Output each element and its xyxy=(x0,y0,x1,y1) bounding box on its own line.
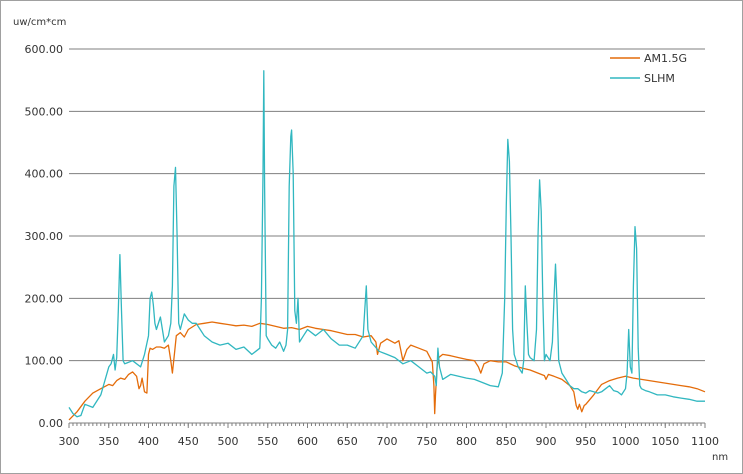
y-tick-label: 400.00 xyxy=(25,168,64,181)
x-tick-label: 600 xyxy=(297,435,318,448)
x-tick-label: 450 xyxy=(178,435,199,448)
x-tick-label: 750 xyxy=(416,435,437,448)
series-line-am15g xyxy=(68,321,706,421)
legend-label-am15g: AM1.5G xyxy=(644,52,687,65)
x-tick-label: 400 xyxy=(138,435,159,448)
x-tick-label: 800 xyxy=(456,435,477,448)
x-tick-label: 550 xyxy=(257,435,278,448)
x-tick-label: 900 xyxy=(536,435,557,448)
legend: AM1.5G SLHM xyxy=(610,52,687,85)
x-tick-label: 350 xyxy=(98,435,119,448)
x-tick-label: 1050 xyxy=(651,435,679,448)
y-tick-label: 500.00 xyxy=(25,105,64,118)
x-tick-label: 1100 xyxy=(691,435,719,448)
legend-label-slhm: SLHM xyxy=(644,72,675,85)
axis-layer xyxy=(68,422,706,428)
x-tick-label: 700 xyxy=(377,435,398,448)
x-tick-label: 650 xyxy=(337,435,358,448)
y-axis-unit-label: uw/cm*cm xyxy=(13,17,66,28)
y-tick-label: 600.00 xyxy=(25,43,64,56)
x-tick-label: 950 xyxy=(575,435,596,448)
x-tick-label: 300 xyxy=(59,435,80,448)
y-tick-label: 0.00 xyxy=(39,417,64,430)
y-tick-label: 300.00 xyxy=(25,230,64,243)
label-layer: 0.00 100.00 200.00 300.00 400.00 500.00 600.00… xyxy=(25,43,720,448)
y-tick-label: 100.00 xyxy=(25,355,64,368)
x-axis-unit-label: nm xyxy=(712,452,728,463)
x-tick-label: 850 xyxy=(496,435,517,448)
x-tick-label: 500 xyxy=(218,435,239,448)
x-tick-label: 1000 xyxy=(612,435,640,448)
series-line-slhm xyxy=(68,70,705,418)
y-tick-label: 200.00 xyxy=(25,292,64,305)
series-layer xyxy=(68,70,706,421)
grid-layer xyxy=(69,48,705,362)
